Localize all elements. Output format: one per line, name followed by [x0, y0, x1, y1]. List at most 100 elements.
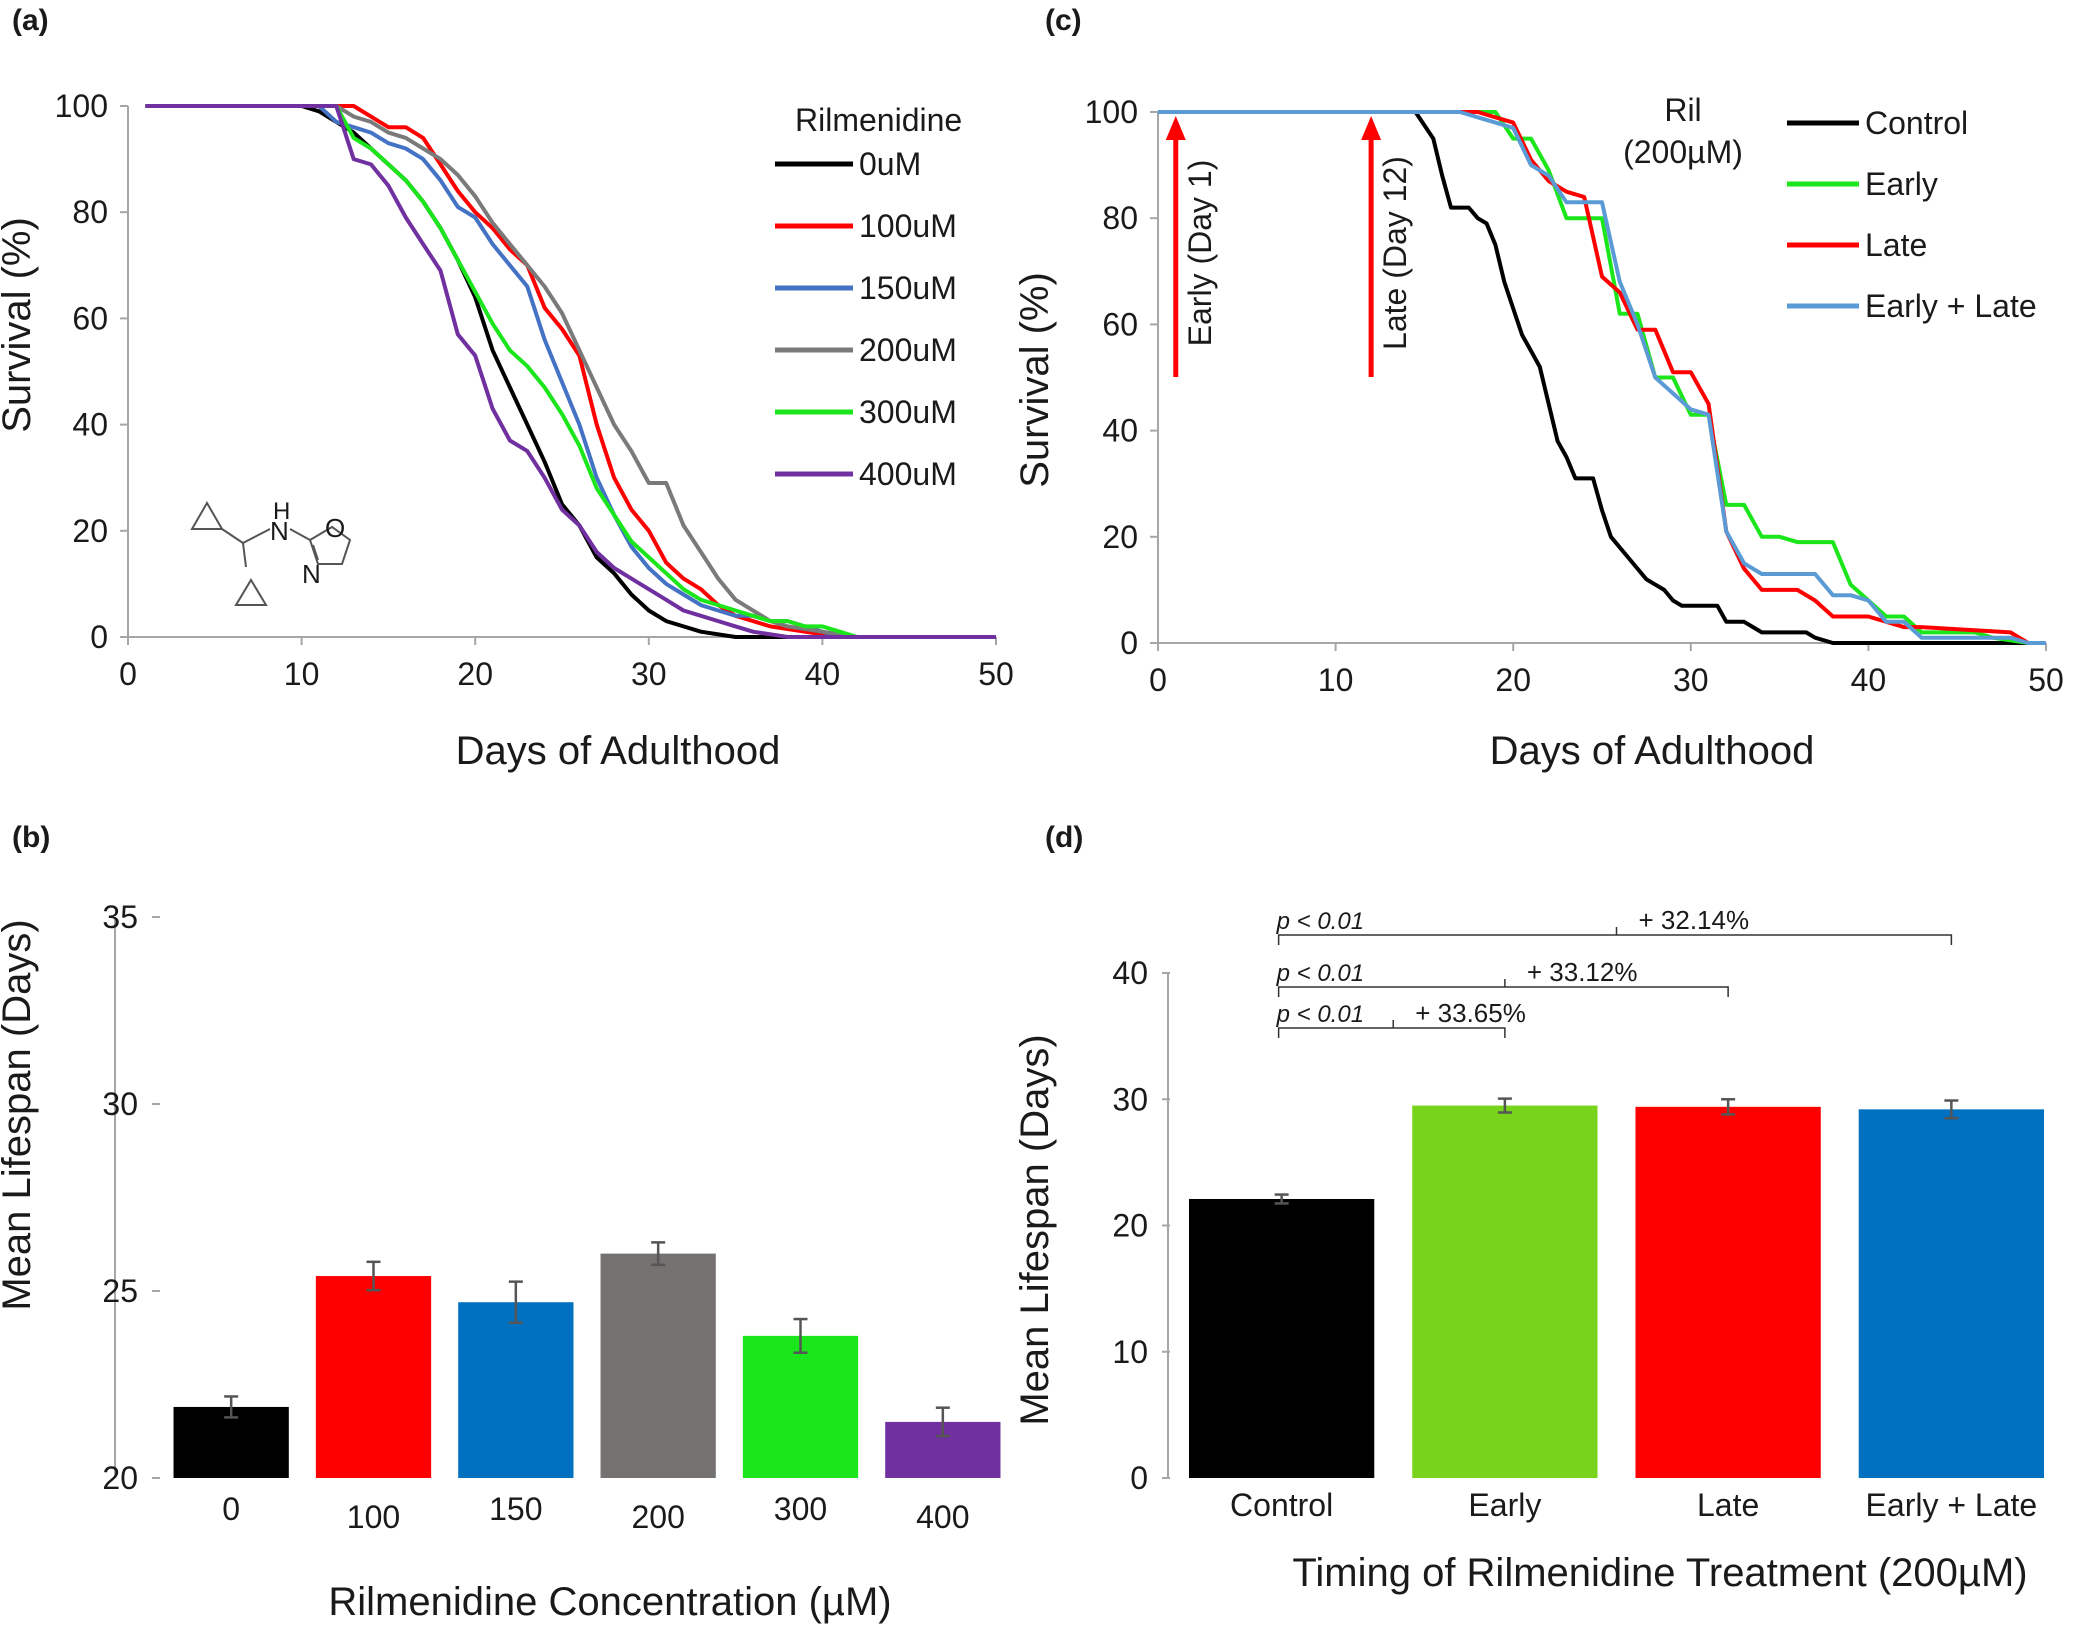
bar-100 [315, 1276, 432, 1478]
y-tick-label: 25 [102, 1273, 138, 1309]
y-tick-label: 20 [72, 513, 108, 549]
y-tick-label: 80 [72, 194, 108, 230]
y-tick-label: 30 [102, 1086, 138, 1122]
x-tick-label: 30 [1673, 662, 1709, 698]
percent-change-label: + 33.65% [1415, 998, 1526, 1028]
series-a [145, 104, 996, 639]
structure-n2-label: N [302, 559, 321, 589]
significance-bracket [1277, 986, 1729, 997]
y-tick-label: 30 [1112, 1081, 1148, 1117]
panel-label-a: (a) [12, 4, 49, 37]
ticks-d: 0 10 20 30 40 [1112, 955, 1170, 1496]
y-tick-label: 100 [1085, 94, 1138, 130]
x-tick-label: 10 [284, 656, 320, 692]
panel-b: (b) Mean Lifespan (Days) Rilmenidine Con… [0, 821, 1001, 1624]
category-label: 0 [222, 1491, 240, 1527]
series-line-400um [145, 104, 996, 639]
bars-b: 0 100 150 200 300 400 [173, 1241, 1001, 1535]
y-tick-label: 35 [102, 899, 138, 935]
y-axis-title-c: Survival (%) [1013, 272, 1057, 488]
bar-early [1412, 1105, 1598, 1478]
y-tick-label: 0 [90, 619, 108, 655]
oxazoline-ring [308, 525, 352, 565]
x-tick-label: 30 [631, 656, 667, 692]
y-tick-label: 80 [1102, 200, 1138, 236]
series-line-200um [145, 104, 996, 639]
panel-d: (d) Mean Lifespan (Days) Timing of Rilme… [1013, 821, 2045, 1595]
y-axis-title-b: Mean Lifespan (Days) [0, 919, 39, 1310]
y-tick-label: 40 [72, 407, 108, 443]
category-label: 150 [489, 1491, 542, 1527]
series-line-control [1158, 110, 2046, 645]
panel-label-d: (d) [1045, 821, 1083, 854]
bar-300 [742, 1335, 859, 1478]
bar-150 [458, 1302, 574, 1478]
y-tick-label: 20 [102, 1460, 138, 1496]
significance-brackets-d: p < 0.01 + 33.65% p < 0.01 + 33.12% p < 0.01… [1276, 905, 1953, 1038]
y-tick-label: 0 [1130, 1460, 1148, 1496]
y-tick-label: 40 [1112, 955, 1148, 991]
structure-bond [242, 528, 271, 544]
legend-label: 150uM [859, 270, 957, 306]
y-axis-title-d: Mean Lifespan (Days) [1013, 1034, 1057, 1425]
bar-0 [173, 1406, 289, 1478]
legend-label: 0uM [859, 146, 921, 182]
structure-o-label: O [325, 513, 345, 543]
legend-label: 400uM [859, 456, 957, 492]
bars-d: Control Early Late Early + Late [1188, 1097, 2045, 1523]
x-tick-label: 40 [805, 656, 841, 692]
category-label: 300 [774, 1491, 827, 1527]
cyclopropyl-ring-bottom [234, 578, 268, 606]
p-value-label: p < 0.01 [1276, 1001, 1364, 1028]
series-c [1158, 110, 2046, 645]
x-tick-label: 20 [457, 656, 493, 692]
x-tick-label: 20 [1495, 662, 1531, 698]
y-tick-label: 20 [1112, 1208, 1148, 1244]
bar-early-late [1858, 1109, 2045, 1478]
y-tick-label: 100 [55, 88, 108, 124]
significance-bracket [1277, 1027, 1506, 1038]
y-tick-label: 0 [1120, 625, 1138, 661]
significance-bracket [1277, 934, 1953, 945]
legend-label: Early [1865, 166, 1938, 202]
legend-label: Control [1865, 105, 1968, 141]
ticks-b: 20 25 30 35 [102, 899, 160, 1496]
arrows-c: Early (Day 1) Late (Day 12) [1165, 116, 1413, 377]
legend-title-c-line2: (200µM) [1623, 134, 1743, 170]
structure-bond [312, 544, 319, 561]
legend-a: 0uM 100uM 150uM 200uM 300uM 400uM [775, 146, 957, 492]
rilmenidine-structure-icon [190, 500, 352, 606]
treatment-arrow-label: Late (Day 12) [1377, 156, 1413, 350]
series-line-100um [145, 104, 996, 639]
bar-late [1635, 1106, 1821, 1478]
x-tick-label: 50 [978, 656, 1014, 692]
cyclopropyl-ring-top [190, 500, 224, 530]
structure-h-label: H [273, 498, 290, 525]
series-line-early [1158, 110, 2046, 645]
percent-change-label: + 32.14% [1639, 905, 1750, 935]
legend-label: Early + Late [1865, 288, 2037, 324]
category-label: Late [1697, 1487, 1759, 1523]
legend-label: 200uM [859, 332, 957, 368]
x-tick-label: 40 [1851, 662, 1887, 698]
y-axis-title-a: Survival (%) [0, 217, 39, 433]
panel-label-c: (c) [1045, 4, 1082, 37]
x-tick-label: 10 [1318, 662, 1354, 698]
structure-n-label: N [270, 516, 289, 546]
structure-bond [242, 542, 247, 568]
y-tick-label: 10 [1112, 1334, 1148, 1370]
x-axis-title-c: Days of Adulthood [1490, 729, 1815, 773]
y-tick-label: 60 [1102, 306, 1138, 342]
series-line-0um [145, 104, 996, 639]
structure-bond [289, 528, 311, 541]
panel-label-b: (b) [12, 821, 50, 854]
category-label: Early + Late [1866, 1487, 2038, 1523]
category-label: 200 [631, 1499, 684, 1535]
treatment-arrow-head [1165, 116, 1186, 140]
panel-c: (c) Survival (%) Days of Adulthood 0 10 20… [1013, 4, 2064, 773]
category-label: Early [1468, 1487, 1541, 1523]
legend-title-c-line1: Ril [1664, 92, 1701, 128]
x-axis-title-b: Rilmenidine Concentration (µM) [328, 1580, 891, 1624]
category-label: 400 [916, 1499, 969, 1535]
